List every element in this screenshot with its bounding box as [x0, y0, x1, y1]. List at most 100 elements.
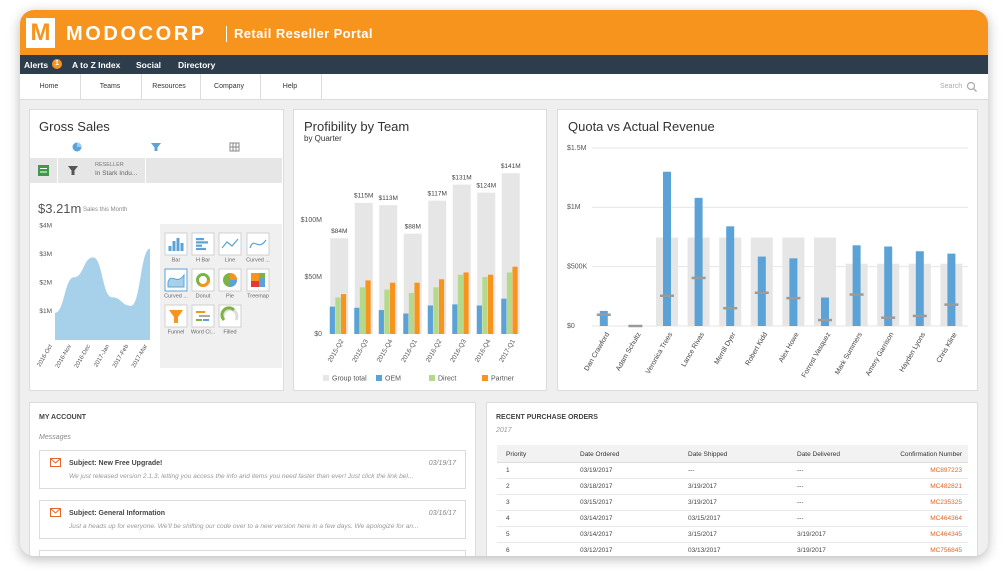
icon-frame	[191, 232, 215, 256]
toolbar-icons[interactable]	[38, 142, 240, 177]
nav-item[interactable]: Social	[136, 60, 162, 70]
bar	[482, 277, 488, 334]
table-cell: 03/14/2017	[580, 515, 613, 522]
chart-type-label: Line	[225, 257, 235, 263]
message-card[interactable]	[39, 550, 466, 556]
menu-item[interactable]: Company	[214, 83, 244, 90]
table-cell[interactable]: MC756845	[930, 547, 962, 554]
icon-shape	[259, 273, 265, 278]
x-tick-label: Alex Howe	[778, 331, 801, 364]
menu-item[interactable]: Resources	[152, 83, 186, 90]
table-cell: 3/19/2017	[688, 499, 717, 506]
column-header: Date Ordered	[580, 451, 620, 458]
section-title: RECENT PURCHASE ORDERS	[496, 414, 598, 421]
chart-type-option[interactable]: Curved ...	[164, 268, 188, 299]
table-cell: ---	[797, 467, 804, 474]
panel-title: Profibility by Team	[304, 119, 410, 134]
icon-frame	[191, 268, 215, 292]
column-header: Priority	[506, 451, 527, 458]
x-tick-label: 2016-Oct	[37, 344, 55, 369]
icon-shape	[196, 247, 206, 251]
separator	[226, 26, 227, 42]
charts-layer: Bar H Bar Line Curved ... Curved ... Donut Pie…	[37, 142, 968, 382]
x-tick-label: 2016-Nov	[55, 344, 73, 370]
bar	[389, 282, 396, 334]
menu-item[interactable]: Teams	[99, 83, 121, 90]
table-cell[interactable]: MC897223	[930, 467, 962, 474]
table-cell[interactable]: MC482821	[930, 483, 962, 490]
data-label: $141M	[501, 163, 521, 170]
area	[55, 248, 150, 340]
header-bar	[20, 10, 988, 55]
x-tick-label: Lance Rivas	[681, 331, 707, 368]
app-window: M MODOCORP Retail Reseller Portal Search…	[20, 10, 988, 556]
icon-shape	[196, 319, 202, 321]
logo[interactable]: M	[26, 18, 55, 48]
icon-shape	[196, 273, 210, 287]
menu-item[interactable]: Help	[282, 83, 298, 90]
nav-item[interactable]: Directory	[178, 60, 216, 70]
menu-separator	[260, 74, 261, 99]
nav-item[interactable]: Alerts	[24, 60, 49, 70]
y-tick-label: $1M	[567, 204, 581, 211]
x-tick-label: Forrest Vasquez	[801, 331, 833, 379]
chart-type-option[interactable]: Curved ...	[246, 232, 270, 263]
x-tick-label: 2015-Q2	[327, 338, 346, 364]
bar	[359, 287, 366, 334]
chart-type-option[interactable]: Funnel	[164, 304, 188, 335]
chart-type-option[interactable]: Line	[218, 232, 242, 263]
bar	[452, 304, 458, 334]
chart-type-option[interactable]: Bar	[164, 232, 188, 263]
x-tick-label: 2017-Feb	[112, 343, 130, 369]
actual-bar	[947, 253, 956, 326]
search-box[interactable]: Search	[940, 83, 963, 90]
icon-shape	[167, 273, 185, 288]
actual-bar	[915, 251, 924, 326]
nav-item[interactable]: A to Z Index	[72, 60, 121, 70]
bar	[384, 289, 390, 334]
table-cell: 3/19/2017	[797, 531, 826, 538]
chart-type-option[interactable]: Pie	[218, 268, 242, 299]
icon-shape	[169, 310, 183, 323]
chart-type-option[interactable]: Filled	[218, 304, 242, 335]
icon-shape	[251, 273, 259, 281]
menu-item[interactable]: Home	[39, 83, 59, 90]
table-cell: 3	[506, 499, 510, 506]
quota-bar	[814, 237, 836, 326]
legend-label: Direct	[438, 375, 456, 382]
search-icon[interactable]	[966, 81, 978, 93]
filter-value[interactable]: In Stark Indu...	[95, 170, 138, 177]
icon-shape	[172, 241, 176, 251]
chart-type-option[interactable]: H Bar	[191, 232, 215, 263]
icon-shape	[251, 281, 259, 287]
message-date: 03/19/17	[428, 460, 456, 467]
bar	[365, 280, 371, 334]
chart-type-label: Treemap	[247, 293, 269, 299]
table-cell: 03/15/2017	[580, 499, 613, 506]
table-cell[interactable]: MC235325	[930, 499, 962, 506]
table-cell[interactable]: MC464345	[930, 531, 962, 538]
legend-swatch	[482, 375, 488, 381]
table-cell[interactable]: MC464364	[930, 515, 962, 522]
bar	[408, 292, 415, 334]
section-subtitle: Messages	[39, 434, 71, 441]
row-divider	[497, 494, 968, 495]
filter-label: RESELLER	[95, 162, 124, 168]
chart-type-option[interactable]: Donut	[191, 268, 215, 299]
actual-bar	[663, 171, 671, 326]
separator	[145, 158, 146, 183]
bar	[414, 282, 420, 334]
mail-icon	[50, 458, 61, 467]
chart-type-label: Bar	[172, 257, 181, 263]
chart-type-option[interactable]: Treemap	[246, 268, 270, 299]
data-label: $115M	[354, 193, 373, 200]
bar	[335, 297, 341, 334]
message-card[interactable]	[39, 500, 466, 539]
icon-shape	[196, 244, 202, 247]
message-card[interactable]	[39, 450, 466, 489]
chart-type-option[interactable]: Word Cl...	[191, 304, 216, 335]
data-label: $88M	[405, 223, 421, 230]
chart-type-label: H Bar	[196, 257, 210, 263]
chart-type-label: Funnel	[168, 329, 185, 335]
